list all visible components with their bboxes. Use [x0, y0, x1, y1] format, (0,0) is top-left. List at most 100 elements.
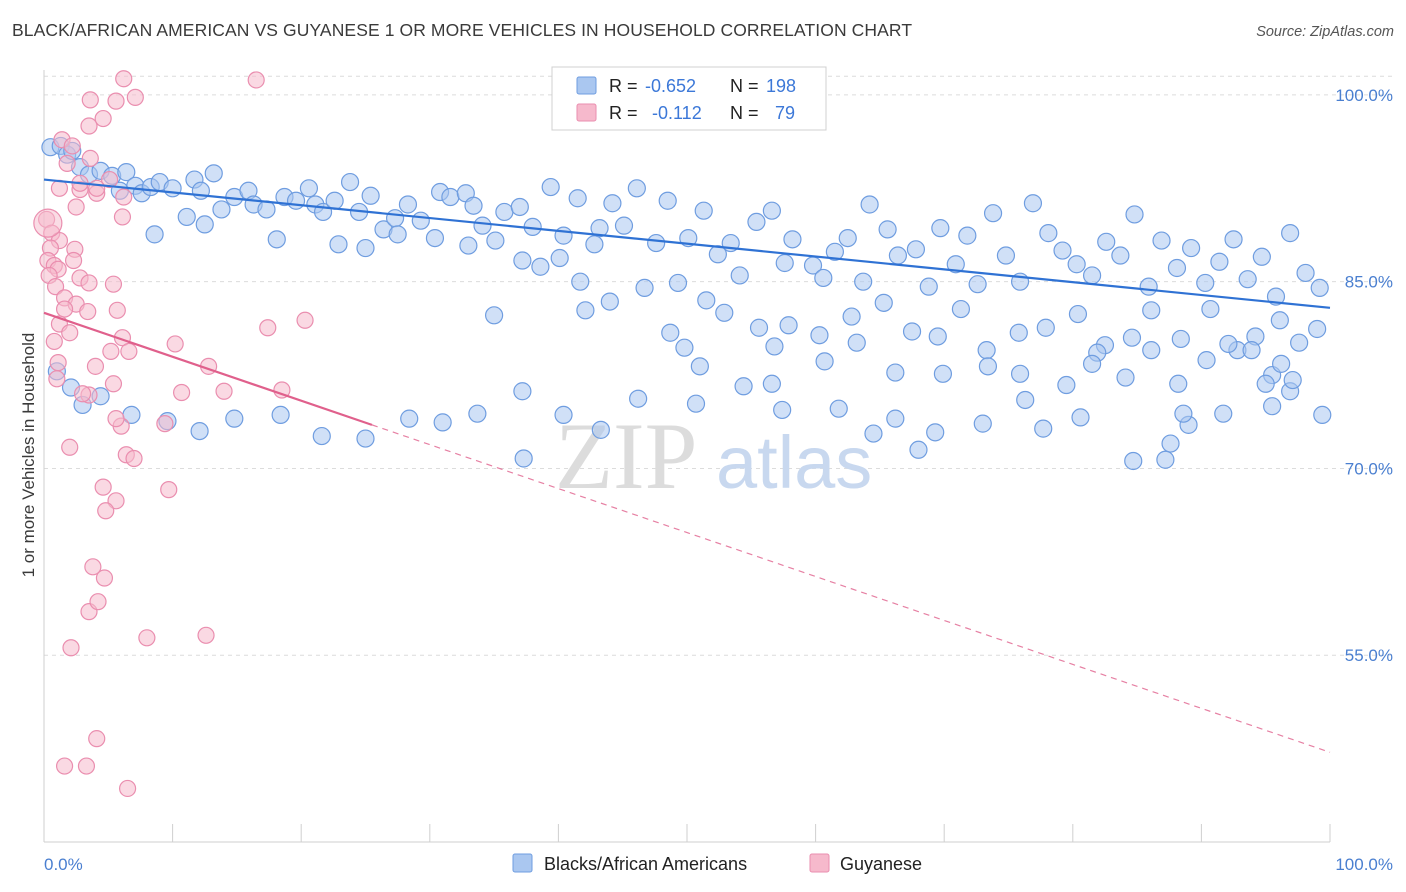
point-guyanese-1: [247, 71, 265, 89]
trend-line-guyanese-extension: [371, 424, 1331, 753]
point-blacks-40: [464, 196, 483, 215]
point-blacks-187: [356, 429, 375, 448]
point-blacks-60: [747, 212, 766, 232]
point-guyanese-73: [104, 375, 123, 393]
point-blacks-170: [1124, 451, 1143, 471]
point-blacks-101: [1310, 278, 1329, 298]
point-blacks-30: [340, 172, 360, 192]
point-guyanese-47: [173, 383, 191, 402]
point-blacks-32: [361, 186, 380, 205]
point-blacks-150: [933, 364, 953, 383]
point-blacks-122: [810, 326, 829, 345]
point-blacks-151: [978, 357, 998, 376]
point-blacks-156: [1142, 341, 1161, 360]
series-legend-swatch-pink: [809, 853, 830, 873]
point-blacks-45: [541, 177, 560, 197]
point-blacks-184: [468, 404, 487, 423]
point-guyanese-40: [120, 342, 138, 361]
chart-title: BLACK/AFRICAN AMERICAN VS GUYANESE 1 OR …: [12, 20, 913, 40]
legend-n-value-blue: 198: [766, 76, 796, 96]
point-blacks-130: [1036, 318, 1055, 337]
point-blacks-206: [864, 424, 883, 443]
point-guyanese-64: [62, 639, 80, 657]
point-blacks-106: [356, 238, 375, 258]
point-blacks-162: [1272, 354, 1291, 373]
point-blacks-87: [1111, 246, 1130, 265]
point-blacks-118: [697, 291, 716, 310]
point-blacks-186: [400, 409, 419, 428]
point-blacks-168: [1174, 404, 1193, 423]
point-blacks-117: [668, 273, 688, 293]
point-blacks-127: [951, 299, 971, 319]
point-blacks-41: [473, 216, 492, 235]
point-blacks-188: [312, 426, 331, 446]
point-guyanese-71: [156, 415, 174, 433]
point-guyanese-54: [94, 478, 112, 496]
point-blacks-19: [212, 200, 231, 219]
point-blacks-81: [1023, 194, 1043, 213]
point-guyanese-57: [160, 481, 178, 499]
point-blacks-113: [550, 248, 569, 268]
point-guyanese-0: [115, 70, 133, 88]
point-blacks-148: [847, 333, 866, 352]
point-blacks-198: [762, 374, 781, 393]
point-guyanese-9: [81, 149, 99, 168]
point-blacks-204: [909, 440, 928, 459]
point-blacks-131: [1068, 304, 1088, 324]
legend-n-label-blue: N =: [730, 76, 759, 96]
legend-r-value-blue: -0.652: [645, 76, 696, 96]
point-blacks-99: [1281, 224, 1300, 243]
x-tick-label-max: 100.0%: [1335, 855, 1393, 874]
point-blacks-147: [815, 352, 834, 371]
point-blacks-92: [1182, 238, 1201, 258]
point-guyanese-53: [125, 449, 143, 468]
point-blacks-102: [145, 225, 164, 244]
point-blacks-82: [1039, 224, 1058, 243]
point-blacks-179: [686, 394, 706, 413]
point-blacks-91: [1167, 258, 1187, 278]
series-legend-swatch-blue: [512, 853, 533, 873]
point-guyanese-59: [95, 569, 114, 587]
point-guyanese-68: [118, 779, 137, 798]
point-blacks-29: [325, 191, 344, 210]
watermark-atlas: atlas: [716, 421, 872, 504]
y-tick-labels: 100.0% 85.0% 70.0% 55.0%: [1335, 86, 1393, 665]
point-guyanese-2: [81, 91, 99, 109]
point-blacks-73: [919, 277, 938, 296]
point-blacks-38: [441, 187, 460, 207]
point-guyanese-65: [88, 730, 106, 748]
point-blacks-182: [554, 405, 573, 425]
point-blacks-61: [762, 201, 781, 220]
point-blacks-79: [996, 246, 1016, 265]
point-blacks-88: [1125, 205, 1144, 224]
point-guyanese-51: [61, 438, 79, 456]
point-blacks-124: [874, 293, 893, 312]
point-blacks-155: [1116, 368, 1135, 387]
point-blacks-159: [1219, 334, 1238, 354]
point-blacks-109: [459, 236, 478, 255]
point-blacks-199: [1034, 419, 1053, 438]
trend-lines-extension: [371, 424, 1331, 753]
point-blacks-191: [190, 421, 209, 441]
series-legend: Blacks/African Americans Guyanese: [512, 853, 922, 874]
point-blacks-125: [902, 322, 922, 341]
point-blacks-70: [878, 220, 897, 239]
point-guyanese-13: [100, 170, 119, 189]
point-blacks-177: [773, 400, 792, 420]
legend-r-label-blue: R =: [609, 76, 638, 96]
point-blacks-123: [842, 307, 861, 326]
point-guyanese-30: [104, 275, 123, 293]
point-guyanese-75: [45, 332, 63, 351]
point-blacks-175: [886, 409, 905, 428]
point-blacks-114: [571, 272, 590, 291]
point-guyanese-8: [63, 137, 81, 155]
point-blacks-54: [658, 191, 677, 210]
point-blacks-143: [576, 301, 595, 320]
point-blacks-65: [814, 268, 833, 288]
legend-r-label-pink: R =: [609, 103, 638, 123]
point-guyanese-33: [79, 302, 97, 321]
point-guyanese-63: [197, 626, 215, 644]
point-blacks-183: [513, 382, 532, 401]
point-blacks-108: [425, 228, 445, 248]
